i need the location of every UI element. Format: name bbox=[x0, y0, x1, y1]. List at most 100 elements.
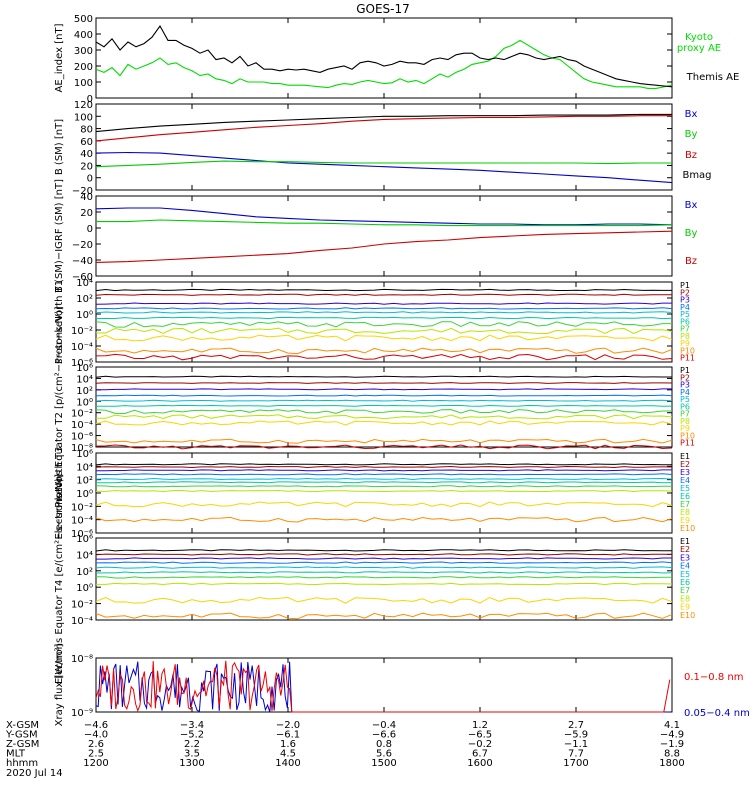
flux-channel-1 bbox=[95, 463, 672, 466]
legend-p9: P9 bbox=[680, 339, 690, 348]
y-tick-label: 10² bbox=[76, 294, 93, 305]
x-row-label: MLT bbox=[6, 749, 26, 760]
flux-channel-1 bbox=[95, 288, 672, 292]
x-row-value: 3.5 bbox=[184, 749, 200, 760]
xray-short-line bbox=[95, 661, 670, 713]
legend-igrf-bz: Bz bbox=[685, 256, 697, 267]
y-tick-label: 10⁻⁸ bbox=[71, 654, 93, 665]
flux-channel-7 bbox=[95, 485, 672, 488]
flux-channel-7 bbox=[95, 409, 672, 415]
flux-channel-6 bbox=[95, 571, 673, 574]
x-row-value: −6.6 bbox=[372, 730, 396, 741]
x-row-label: Y-GSM bbox=[5, 730, 38, 741]
y-tick-label: 0 bbox=[87, 174, 93, 185]
legend-p7: P7 bbox=[680, 325, 690, 334]
panel-frame bbox=[95, 103, 673, 191]
legend-xray-short: 0.05−0.4 nm bbox=[684, 708, 750, 719]
y-tick-label: 10⁶ bbox=[76, 534, 93, 545]
y-axis-label: AE_index [nT] bbox=[54, 23, 65, 92]
flux-channel-9 bbox=[95, 501, 673, 508]
legend-kyoto: Kyoto bbox=[685, 32, 713, 43]
panel-frame bbox=[95, 195, 673, 277]
legend-e2: E2 bbox=[680, 460, 690, 469]
x-row-value: 1.2 bbox=[472, 720, 488, 731]
flux-channel-8 bbox=[96, 489, 673, 493]
y-tick-label: 10⁶ bbox=[76, 363, 93, 374]
y-tick-label: −60 bbox=[72, 272, 93, 283]
y-axis-label: Protons North T1 bbox=[54, 280, 65, 364]
flux-channel-6 bbox=[95, 481, 673, 484]
panel-frame bbox=[95, 366, 673, 448]
series-line-by bbox=[96, 219, 673, 227]
flux-channel-2 bbox=[95, 553, 673, 556]
legend-p2: P2 bbox=[680, 373, 690, 382]
legend-p5: P5 bbox=[680, 395, 690, 404]
xray-long-line bbox=[95, 660, 671, 713]
x-row-value: 5.6 bbox=[376, 749, 392, 760]
y-tick-label: 10⁴ bbox=[76, 278, 93, 289]
legend-p2: P2 bbox=[680, 288, 690, 297]
legend-e3: E3 bbox=[680, 553, 690, 562]
y-tick-label: 10⁻⁴ bbox=[71, 616, 93, 627]
series-line-by bbox=[95, 160, 672, 168]
x-row-value: 1500 bbox=[371, 758, 396, 769]
y-tick-label: 100 bbox=[74, 78, 93, 89]
flux-channel-9 bbox=[95, 596, 673, 604]
legend-p4: P4 bbox=[680, 303, 690, 312]
y-tick-label: 10⁻⁴ bbox=[71, 342, 93, 353]
legend-p6: P6 bbox=[680, 402, 690, 411]
legend-p5: P5 bbox=[680, 310, 690, 319]
x-row-value: −5.9 bbox=[564, 730, 588, 741]
x-row-value: 0.8 bbox=[376, 739, 392, 750]
legend-bx: Bx bbox=[685, 109, 698, 120]
panel-frame bbox=[95, 657, 673, 713]
y-tick-label: 10⁻² bbox=[71, 600, 93, 611]
y-tick-label: 10⁴ bbox=[76, 462, 93, 473]
x-row-value: 2.7 bbox=[568, 720, 584, 731]
flux-channel-6 bbox=[95, 404, 673, 407]
flux-channel-11 bbox=[95, 353, 673, 361]
legend-p11: P11 bbox=[680, 354, 695, 363]
legend-p8: P8 bbox=[680, 417, 690, 426]
legend-p4: P4 bbox=[680, 388, 690, 397]
legend-p6: P6 bbox=[680, 317, 690, 326]
flux-channel-4 bbox=[95, 561, 673, 564]
y-tick-label: 40 bbox=[80, 149, 93, 160]
flux-channel-10 bbox=[95, 347, 673, 355]
x-row-value: −6.1 bbox=[276, 730, 300, 741]
x-row-value: 6.7 bbox=[472, 749, 488, 760]
y-tick-label: 60 bbox=[80, 137, 93, 148]
x-row-label: hhmm bbox=[6, 758, 38, 769]
x-row-value: 4.1 bbox=[664, 720, 680, 731]
y-tick-label: 10⁻⁴ bbox=[71, 420, 93, 431]
legend-e1: E1 bbox=[680, 537, 690, 546]
y-tick-label: 10⁰ bbox=[76, 583, 93, 594]
legend-p9: P9 bbox=[680, 424, 690, 433]
series-line-bx bbox=[95, 207, 673, 226]
y-tick-label: 10⁻⁶ bbox=[71, 358, 93, 369]
flux-channel-3 bbox=[95, 302, 672, 305]
flux-channel-7 bbox=[95, 321, 672, 328]
flux-channel-10 bbox=[95, 612, 673, 620]
legend-by: By bbox=[685, 129, 698, 140]
y-axis-label: Protons Equator T2 [p/(cm²−s−sr−keV)] bbox=[54, 306, 65, 508]
y-tick-label: 10⁶ bbox=[76, 449, 93, 460]
series-line-bx bbox=[95, 151, 673, 184]
y-tick-label: 20 bbox=[80, 208, 93, 219]
legend-e7: E7 bbox=[680, 586, 690, 595]
y-axis-label: Electrons North T3 bbox=[54, 446, 65, 539]
y-tick-label: −20 bbox=[72, 186, 93, 197]
legend-igrf-by: By bbox=[685, 228, 698, 239]
legend-igrf-bx: Bx bbox=[685, 200, 698, 211]
x-row-value: 1.6 bbox=[280, 739, 296, 750]
legend-p1: P1 bbox=[680, 281, 690, 290]
legend-e8: E8 bbox=[680, 594, 690, 603]
x-row-value: 1400 bbox=[275, 758, 300, 769]
y-tick-label: 10⁻⁶ bbox=[71, 432, 93, 443]
y-tick-label: 10² bbox=[76, 476, 93, 487]
legend-e2: E2 bbox=[680, 545, 690, 554]
panel-bigrf: −60 −40 −20 0 20 40 B (SM)−IGRF (SM) [nT] bbox=[54, 179, 673, 293]
y-tick-label: 120 bbox=[74, 100, 93, 111]
x-row-value: −4.6 bbox=[84, 720, 108, 731]
